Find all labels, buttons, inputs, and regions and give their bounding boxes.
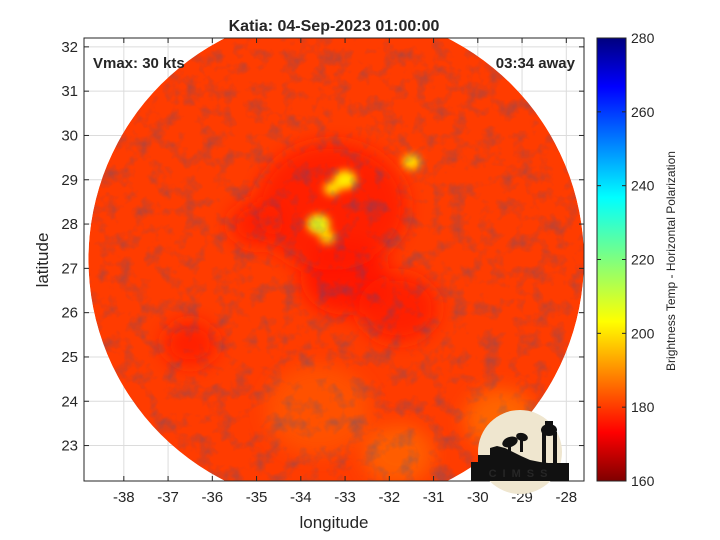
y-tick-label: 26: [61, 305, 78, 322]
time-away-label: 03:34 away: [496, 55, 576, 72]
x-tick-label: -31: [423, 489, 445, 506]
y-tick-label: 25: [61, 349, 78, 366]
colorbar-tick-label: 220: [631, 252, 655, 268]
x-tick-label: -34: [290, 489, 312, 506]
y-tick-label: 23: [61, 438, 78, 455]
speckle-texture: [88, 38, 584, 481]
y-tick-label: 24: [61, 393, 78, 410]
colorbar-tick-label: 240: [631, 178, 655, 194]
x-tick-label: -35: [246, 489, 268, 506]
colorbar-tick-label: 160: [631, 473, 655, 489]
y-tick-label: 32: [61, 39, 78, 56]
x-tick-label: -30: [467, 489, 489, 506]
y-axis-ticks: 32 31 30 29 28 27 26 25 24 23: [61, 39, 584, 455]
x-tick-label: -38: [113, 489, 135, 506]
y-axis-label: latitude: [33, 233, 52, 288]
x-tick-label: -36: [201, 489, 223, 506]
y-tick-label: 30: [61, 127, 78, 144]
y-tick-label: 29: [61, 172, 78, 189]
x-tick-label: -37: [157, 489, 179, 506]
colorbar-ticks: 160 180 200 220 240 260 280: [597, 30, 655, 489]
x-tick-label: -28: [555, 489, 577, 506]
axes-box: [83, 37, 585, 482]
cimss-logo: CIMSS: [471, 410, 569, 494]
logo-text-band: [471, 463, 569, 481]
colorbar-tick-label: 200: [631, 325, 655, 341]
y-tick-label: 31: [61, 83, 78, 100]
colorbar-tick-label: 280: [631, 30, 655, 46]
colorbar: [596, 37, 627, 482]
y-tick-label: 27: [61, 260, 78, 277]
colorbar-tick-label: 180: [631, 399, 655, 415]
x-tick-label: -32: [378, 489, 400, 506]
colorbar-label: Brightness Temp - Horizontal Polarizatio…: [664, 151, 678, 371]
colorbar-tick-label: 260: [631, 104, 655, 120]
x-axis-label: longitude: [299, 513, 368, 532]
x-tick-label: -33: [334, 489, 356, 506]
logo-text: CIMSS: [489, 468, 554, 480]
chart-title: Katia: 04-Sep-2023 01:00:00: [229, 18, 440, 35]
y-tick-label: 28: [61, 216, 78, 233]
swath-layer: [88, 38, 584, 481]
vmax-label: Vmax: 30 kts: [93, 55, 185, 72]
